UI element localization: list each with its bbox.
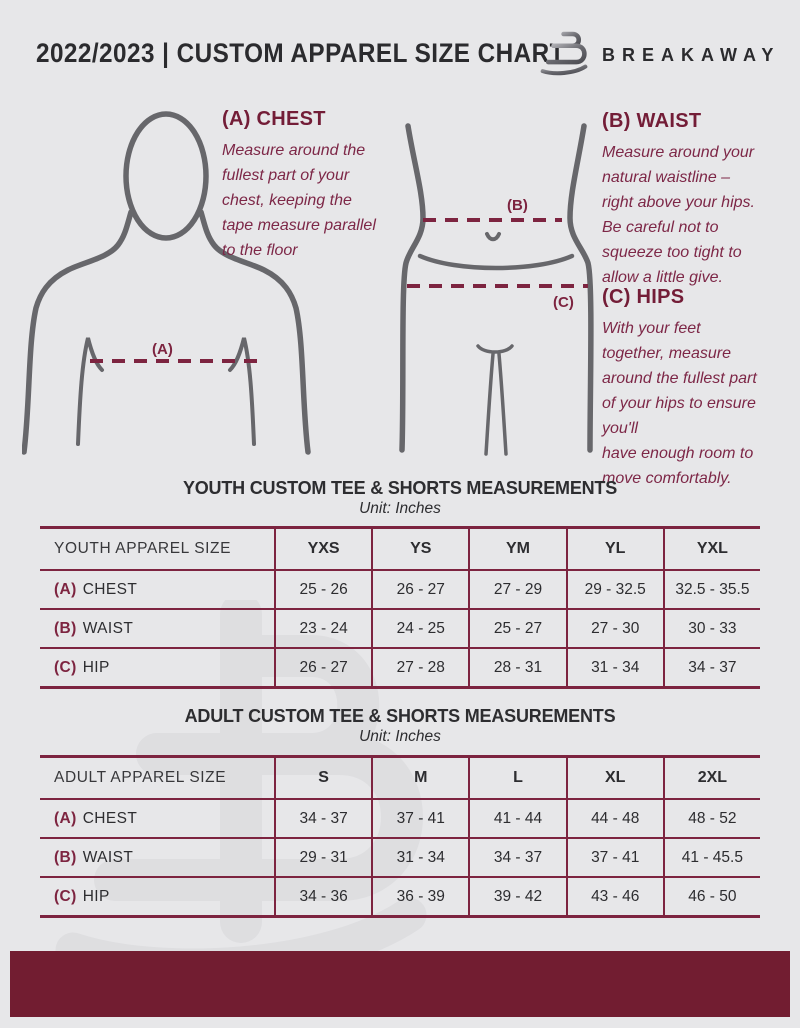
row-label: (C) HIP <box>40 647 274 686</box>
adult-table-title: ADULT CUSTOM TEE & SHORTS MEASUREMENTS <box>184 706 616 726</box>
hips-measure-line <box>407 284 588 288</box>
row-name: HIP <box>82 658 110 676</box>
chest-measure-line <box>90 359 258 363</box>
measurement-cell: 27 - 30 <box>565 608 663 647</box>
measurement-cell: 29 - 32.5 <box>565 569 663 608</box>
measurement-cell: 28 - 31 <box>468 647 566 686</box>
waist-heading: (B) WAIST <box>602 110 702 132</box>
adult-table-unit: Unit: Inches <box>359 728 441 745</box>
measurement-cell: 34 - 37 <box>662 647 760 686</box>
measurement-cell: 26 - 27 <box>274 647 372 686</box>
measurement-cell: 48 - 52 <box>662 798 760 837</box>
youth-size-column-label: YOUTH APPAREL SIZE <box>54 540 232 557</box>
adult-size-table: ADULT APPAREL SIZE S M L XL 2XL (A) CHEST 34 -… <box>40 755 760 918</box>
footer-accent-bar <box>10 951 790 1017</box>
row-key: (B) <box>54 619 77 637</box>
row-label: (A) CHEST <box>40 569 274 608</box>
row-label: (A) CHEST <box>40 798 274 837</box>
measurement-cell: 34 - 36 <box>274 876 372 915</box>
measurement-cell: 24 - 25 <box>371 608 469 647</box>
measurement-cell: 41 - 44 <box>468 798 566 837</box>
waist-instructions: Measure around your natural waistline – … <box>602 144 755 286</box>
column-header: XL <box>565 758 663 798</box>
column-header: YS <box>371 529 468 569</box>
waist-marker-label: (B) <box>507 197 528 214</box>
measurement-cell: 36 - 39 <box>371 876 469 915</box>
measurement-cell: 29 - 31 <box>274 837 372 876</box>
measurement-cell: 39 - 42 <box>468 876 566 915</box>
lower-body-figure <box>399 123 594 456</box>
row-key: (B) <box>54 848 77 866</box>
measurement-cell: 34 - 37 <box>274 798 372 837</box>
waist-measure-line <box>423 218 562 222</box>
youth-table-unit: Unit: Inches <box>359 500 441 517</box>
chest-heading: (A) CHEST <box>222 108 326 130</box>
row-key: (A) <box>54 809 77 827</box>
hips-heading: (C) HIPS <box>602 286 685 308</box>
chest-instructions: Measure around the fullest part of your … <box>222 142 376 259</box>
page-title: 2022/2023 | CUSTOM APPAREL SIZE CHART <box>36 38 565 68</box>
row-label: (C) HIP <box>40 876 274 915</box>
measurement-cell: 37 - 41 <box>371 798 469 837</box>
hips-marker-label: (C) <box>553 294 574 311</box>
row-label: (B) WAIST <box>40 608 274 647</box>
torso-figure <box>22 111 311 455</box>
row-name: CHEST <box>82 580 138 598</box>
row-key: (C) <box>54 658 77 676</box>
measurement-cell: 41 - 45.5 <box>662 837 760 876</box>
column-header: M <box>371 758 468 798</box>
column-header: YXL <box>662 529 760 569</box>
row-name: WAIST <box>82 848 134 866</box>
measurement-cell: 46 - 50 <box>662 876 760 915</box>
measurement-cell: 25 - 26 <box>274 569 372 608</box>
row-label: (B) WAIST <box>40 837 274 876</box>
column-header: 2XL <box>662 758 760 798</box>
youth-size-table: YOUTH APPAREL SIZE YXS YS YM YL YXL (A) CHEST… <box>40 526 760 689</box>
youth-table-title: YOUTH CUSTOM TEE & SHORTS MEASUREMENTS <box>182 478 618 498</box>
breakaway-logo-icon <box>540 27 588 76</box>
measurement-cell: 37 - 41 <box>565 837 663 876</box>
measurement-cell: 23 - 24 <box>274 608 372 647</box>
row-name: CHEST <box>82 809 138 827</box>
column-header: L <box>468 758 565 798</box>
column-header: YL <box>565 529 663 569</box>
row-key: (A) <box>54 580 77 598</box>
measurement-cell: 43 - 46 <box>565 876 663 915</box>
measurement-cell: 27 - 28 <box>371 647 469 686</box>
measurement-cell: 27 - 29 <box>468 569 566 608</box>
column-header: YXS <box>274 529 371 569</box>
measurement-cell: 26 - 27 <box>371 569 469 608</box>
measurement-cell: 31 - 34 <box>565 647 663 686</box>
chest-marker-label: (A) <box>152 341 173 358</box>
measurement-cell: 34 - 37 <box>468 837 566 876</box>
measurement-cell: 30 - 33 <box>662 608 760 647</box>
row-key: (C) <box>54 887 77 905</box>
row-name: HIP <box>82 887 110 905</box>
measurement-cell: 25 - 27 <box>468 608 566 647</box>
measurement-cell: 31 - 34 <box>371 837 469 876</box>
row-name: WAIST <box>82 619 134 637</box>
adult-size-column-label: ADULT APPAREL SIZE <box>54 769 227 786</box>
brand-name: BREAKAWAY <box>602 45 781 65</box>
column-header: YM <box>468 529 565 569</box>
column-header: S <box>274 758 371 798</box>
hips-instructions: With your feet together, measure around … <box>602 320 757 487</box>
measurement-cell: 32.5 - 35.5 <box>662 569 760 608</box>
measurement-cell: 44 - 48 <box>565 798 663 837</box>
